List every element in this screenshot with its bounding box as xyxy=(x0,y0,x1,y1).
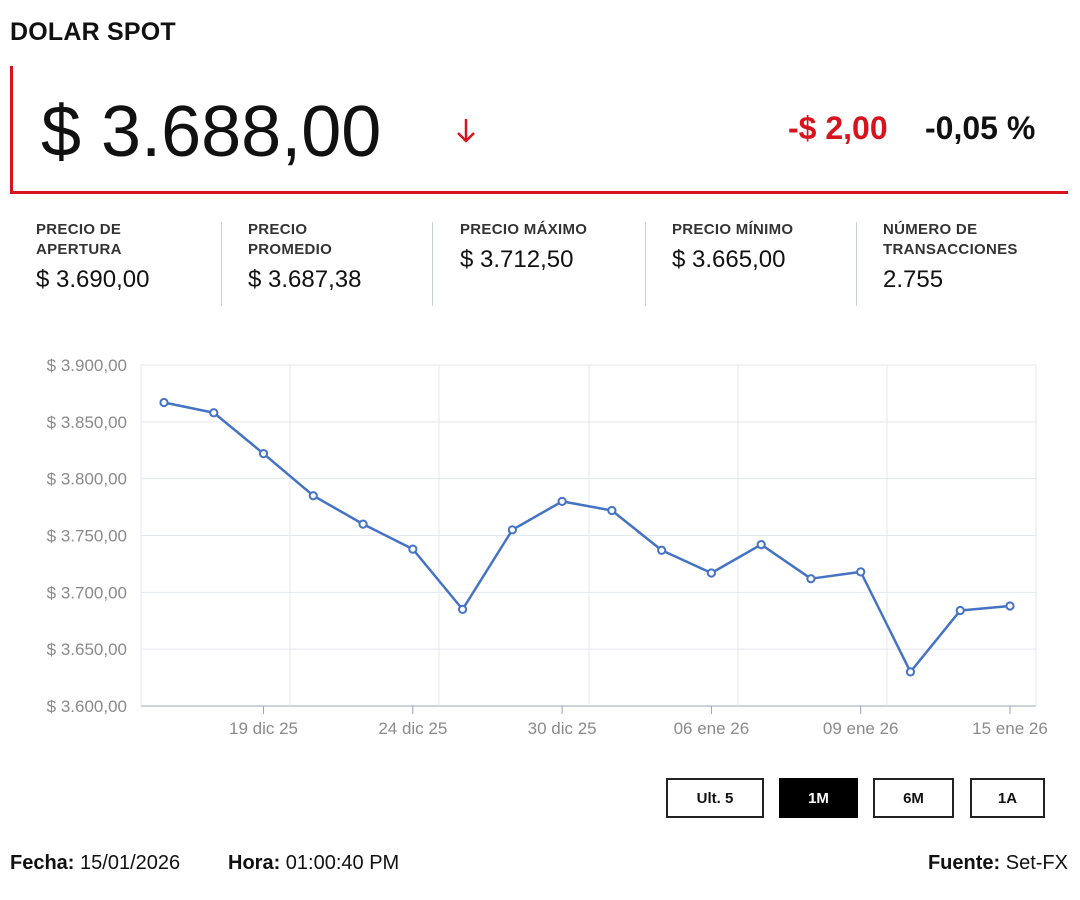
x-tick-label: 06 ene 26 xyxy=(674,719,750,738)
data-point xyxy=(706,568,717,578)
stat-apertura: PRECIO DE APERTURA $ 3.690,00 xyxy=(36,220,149,306)
stat-promedio: PRECIO PROMEDIO $ 3.687,38 xyxy=(248,220,361,306)
series-line xyxy=(163,401,1011,674)
arrow-down-icon xyxy=(457,119,475,143)
y-tick-label: $ 3.900,00 xyxy=(47,356,127,375)
stat-divider xyxy=(221,222,222,306)
x-tick-label: 30 dic 25 xyxy=(528,719,597,738)
fuente-label: Fuente: xyxy=(927,852,1001,874)
data-point xyxy=(1005,601,1015,611)
stat-label: NÚMERO DE TRANSACCIONES xyxy=(883,220,1018,260)
stat-label-line: APERTURA xyxy=(36,241,122,258)
y-tick-label: $ 3.700,00 xyxy=(47,583,127,602)
fecha-label: Fecha: xyxy=(10,852,75,874)
page-title: DOLAR SPOT xyxy=(10,18,176,46)
y-tick-label: $ 3.750,00 xyxy=(47,527,127,546)
data-point xyxy=(159,397,169,408)
x-tick-label: 19 dic 25 xyxy=(229,719,298,738)
y-tick-label: $ 3.850,00 xyxy=(47,413,127,432)
stat-label: PRECIO MÍNIMO xyxy=(672,220,793,240)
x-tick-label: 24 dic 25 xyxy=(378,719,447,738)
hora-label: Hora: xyxy=(228,852,281,874)
stat-divider xyxy=(645,222,646,306)
price-change: -$ 2,00 xyxy=(788,110,888,146)
stat-label-line: PRECIO MÁXIMO xyxy=(460,221,588,238)
price-line-chart: $ 3.900,00 $ 3.850,00 $ 3.800,00 $ 3.750,00… xyxy=(47,356,1048,738)
stat-value: $ 3.687,38 xyxy=(248,266,362,293)
data-point xyxy=(856,567,866,577)
stat-transacciones: NÚMERO DE TRANSACCIONES 2.755 xyxy=(883,220,1018,306)
data-point xyxy=(507,525,517,535)
data-point xyxy=(209,408,219,418)
data-point xyxy=(308,491,318,501)
footer-fuente: Fuente: Set-FX xyxy=(928,852,1068,875)
stat-label: PRECIO DE APERTURA xyxy=(36,220,149,260)
range-button-ult5[interactable]: Ult. 5 xyxy=(666,778,764,818)
x-tick-label: 09 ene 26 xyxy=(823,719,899,738)
stat-maximo: PRECIO MÁXIMO $ 3.712,50 xyxy=(460,220,587,306)
stat-label-line: PRECIO DE xyxy=(36,221,122,238)
stat-divider xyxy=(856,222,857,306)
y-tick-label: $ 3.800,00 xyxy=(47,470,127,489)
range-button-6m[interactable]: 6M xyxy=(873,778,954,818)
data-point xyxy=(408,544,418,554)
footer-fecha: Fecha: 15/01/2026 xyxy=(10,852,180,875)
data-point xyxy=(657,545,667,555)
fuente-value: Set-FX xyxy=(1005,852,1068,874)
data-point xyxy=(955,605,965,616)
footer-hora: Hora: 01:00:40 PM xyxy=(228,852,399,875)
range-button-1m[interactable]: 1M xyxy=(779,778,858,818)
data-point xyxy=(905,667,916,677)
data-point xyxy=(806,574,816,584)
price-change-percent: -0,05 % xyxy=(925,110,1036,146)
data-point xyxy=(358,519,368,529)
stat-value: $ 3.665,00 xyxy=(672,246,786,273)
stat-label: PRECIO PROMEDIO xyxy=(248,220,361,260)
data-point xyxy=(557,496,567,506)
x-tick-label: 15 ene 26 xyxy=(972,719,1048,738)
quote-panel: $ 3.688,00 -$ 2,00 -0,05 % xyxy=(10,66,1068,194)
stat-label-line: PROMEDIO xyxy=(248,241,333,258)
stat-minimo: PRECIO MÍNIMO $ 3.665,00 xyxy=(672,220,793,306)
stat-label-line: TRANSACCIONES xyxy=(883,241,1018,258)
y-tick-label: $ 3.600,00 xyxy=(47,697,127,716)
range-selector: Ult. 5 1M 6M 1A xyxy=(0,778,1080,820)
data-point xyxy=(607,505,617,516)
data-point xyxy=(457,604,468,614)
stat-label-line: NÚMERO DE xyxy=(883,221,978,238)
range-button-1a[interactable]: 1A xyxy=(970,778,1045,818)
hora-value: 01:00:40 PM xyxy=(285,852,400,874)
stat-label-line: PRECIO xyxy=(248,221,308,238)
current-price: $ 3.688,00 xyxy=(41,92,382,172)
fecha-value: 15/01/2026 xyxy=(80,852,181,874)
stat-value: 2.755 xyxy=(883,266,944,293)
data-point xyxy=(258,449,269,459)
data-point xyxy=(756,539,766,550)
stat-label: PRECIO MÁXIMO xyxy=(460,220,587,240)
stat-label-line: PRECIO MÍNIMO xyxy=(672,221,794,238)
y-tick-label: $ 3.650,00 xyxy=(47,640,127,659)
stat-divider xyxy=(432,222,433,306)
stats-row: PRECIO DE APERTURA $ 3.690,00 PRECIO PRO… xyxy=(10,220,1068,308)
stat-value: $ 3.690,00 xyxy=(36,266,150,293)
stat-value: $ 3.712,50 xyxy=(460,246,574,273)
